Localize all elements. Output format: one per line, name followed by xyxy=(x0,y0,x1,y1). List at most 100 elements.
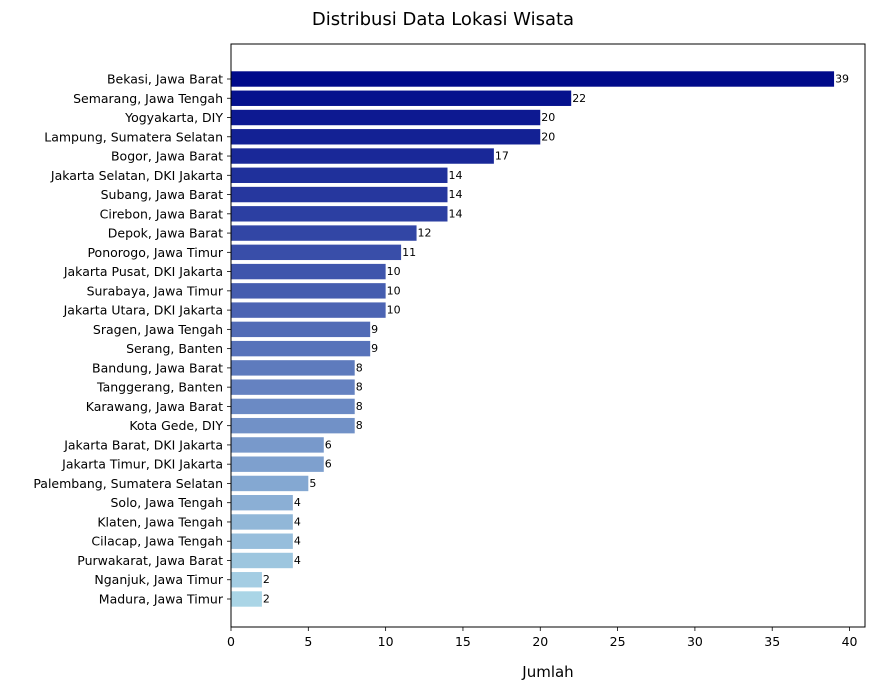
bar xyxy=(231,186,448,203)
data-label: 8 xyxy=(356,361,363,374)
data-label: 11 xyxy=(402,246,416,259)
x-tick-label: 15 xyxy=(455,634,471,649)
data-label: 2 xyxy=(263,573,270,586)
y-tick-label: Depok, Jawa Barat xyxy=(108,226,223,241)
bar xyxy=(231,90,572,106)
y-tick-label: Cilacap, Jawa Tengah xyxy=(91,534,223,549)
data-label: 14 xyxy=(448,207,462,220)
bar xyxy=(231,360,355,376)
y-tick-label: Karawang, Jawa Barat xyxy=(86,399,223,414)
data-label: 14 xyxy=(448,169,462,182)
y-tick-label: Sragen, Jawa Tengah xyxy=(93,322,223,337)
data-label: 4 xyxy=(294,496,301,509)
bar xyxy=(231,167,448,183)
data-label: 8 xyxy=(356,400,363,413)
y-tick-label: Cirebon, Jawa Barat xyxy=(100,206,223,221)
y-tick-label: Jakarta Selatan, DKI Jakarta xyxy=(50,168,223,183)
plot-frame xyxy=(230,43,866,628)
y-tick-label: Nganjuk, Jawa Timur xyxy=(94,572,223,587)
bar xyxy=(231,340,371,357)
value-labels: 3922202017141414121110101099888866544442… xyxy=(263,73,849,606)
data-label: 8 xyxy=(356,419,363,432)
y-tick-label: Jakarta Pusat, DKI Jakarta xyxy=(63,264,223,279)
y-tick-label: Tanggerang, Banten xyxy=(96,380,223,395)
data-label: 17 xyxy=(495,150,509,163)
y-tick-label: Purwakarat, Jawa Barat xyxy=(77,553,223,568)
chart-title: Distribusi Data Lokasi Wisata xyxy=(312,9,574,30)
y-tick-label: Semarang, Jawa Tengah xyxy=(73,91,223,106)
bar xyxy=(231,437,324,453)
bar xyxy=(231,109,541,126)
bar xyxy=(231,456,324,472)
bar xyxy=(231,206,448,222)
y-tick-label: Jakarta Utara, DKI Jakarta xyxy=(63,303,223,318)
data-label: 10 xyxy=(387,265,401,278)
x-tick-label: 30 xyxy=(687,634,703,649)
y-tick-label: Bekasi, Jawa Barat xyxy=(107,72,223,87)
y-tick-label: Klaten, Jawa Tengah xyxy=(97,514,223,529)
data-label: 4 xyxy=(294,554,301,567)
bar xyxy=(231,71,835,87)
y-tick-label: Serang, Banten xyxy=(126,341,223,356)
data-label: 20 xyxy=(541,130,555,143)
bar xyxy=(231,321,371,338)
bars-group xyxy=(231,71,835,607)
bar xyxy=(231,129,541,145)
data-label: 9 xyxy=(371,342,378,355)
data-label: 8 xyxy=(356,381,363,394)
x-tick-label: 10 xyxy=(378,634,394,649)
y-tick-label: Ponorogo, Jawa Timur xyxy=(87,245,223,260)
bar xyxy=(231,244,402,261)
y-tick-label: Lampung, Sumatera Selatan xyxy=(44,129,223,144)
data-label: 6 xyxy=(325,458,332,471)
y-tick-label: Yogyakarta, DIY xyxy=(124,110,223,125)
y-tick-label: Palembang, Sumatera Selatan xyxy=(33,476,223,491)
bar xyxy=(231,591,262,607)
y-tick-label: Surabaya, Jawa Timur xyxy=(87,283,224,298)
x-tick-label: 35 xyxy=(764,634,780,649)
bar xyxy=(231,514,293,530)
x-tick-label: 0 xyxy=(227,634,235,649)
bar xyxy=(231,475,309,492)
bar xyxy=(231,417,355,434)
y-tick-label: Kota Gede, DIY xyxy=(129,418,223,433)
data-label: 5 xyxy=(309,477,316,490)
bar xyxy=(231,495,293,511)
data-label: 9 xyxy=(371,323,378,336)
bar xyxy=(231,302,386,318)
bar xyxy=(231,398,355,415)
data-label: 4 xyxy=(294,515,301,528)
x-axis-ticks: 0 5 10 15 20 25 30 35 40 xyxy=(227,627,858,649)
y-tick-label: Jakarta Barat, DKI Jakarta xyxy=(63,437,223,452)
data-label: 22 xyxy=(572,92,586,105)
data-label: 39 xyxy=(835,73,849,86)
y-tick-label: Solo, Jawa Tengah xyxy=(111,495,224,510)
data-label: 10 xyxy=(387,304,401,317)
data-label: 14 xyxy=(448,188,462,201)
category-labels: Bekasi, Jawa Barat Semarang, Jawa Tengah Y… xyxy=(33,72,231,607)
bar xyxy=(231,283,386,299)
bar xyxy=(231,552,293,569)
x-tick-label: 5 xyxy=(304,634,312,649)
data-label: 12 xyxy=(418,227,432,240)
data-label: 10 xyxy=(387,284,401,297)
data-label: 4 xyxy=(294,535,301,548)
y-tick-label: Subang, Jawa Barat xyxy=(101,187,223,202)
y-tick-label: Madura, Jawa Timur xyxy=(99,592,224,607)
data-label: 6 xyxy=(325,438,332,451)
x-tick-label: 20 xyxy=(532,634,548,649)
x-tick-label: 25 xyxy=(610,634,626,649)
bar xyxy=(231,572,262,588)
bar xyxy=(231,225,417,241)
y-tick-label: Bandung, Jawa Barat xyxy=(92,360,223,375)
bar xyxy=(231,148,494,164)
bar xyxy=(231,533,293,549)
data-label: 20 xyxy=(541,111,555,124)
x-axis-label: Jumlah xyxy=(521,663,573,681)
y-tick-label: Bogor, Jawa Barat xyxy=(111,149,223,164)
y-tick-label: Jakarta Timur, DKI Jakarta xyxy=(61,457,223,472)
x-tick-label: 40 xyxy=(842,634,858,649)
data-label: 2 xyxy=(263,593,270,606)
bar xyxy=(231,379,355,395)
bar xyxy=(231,263,386,280)
